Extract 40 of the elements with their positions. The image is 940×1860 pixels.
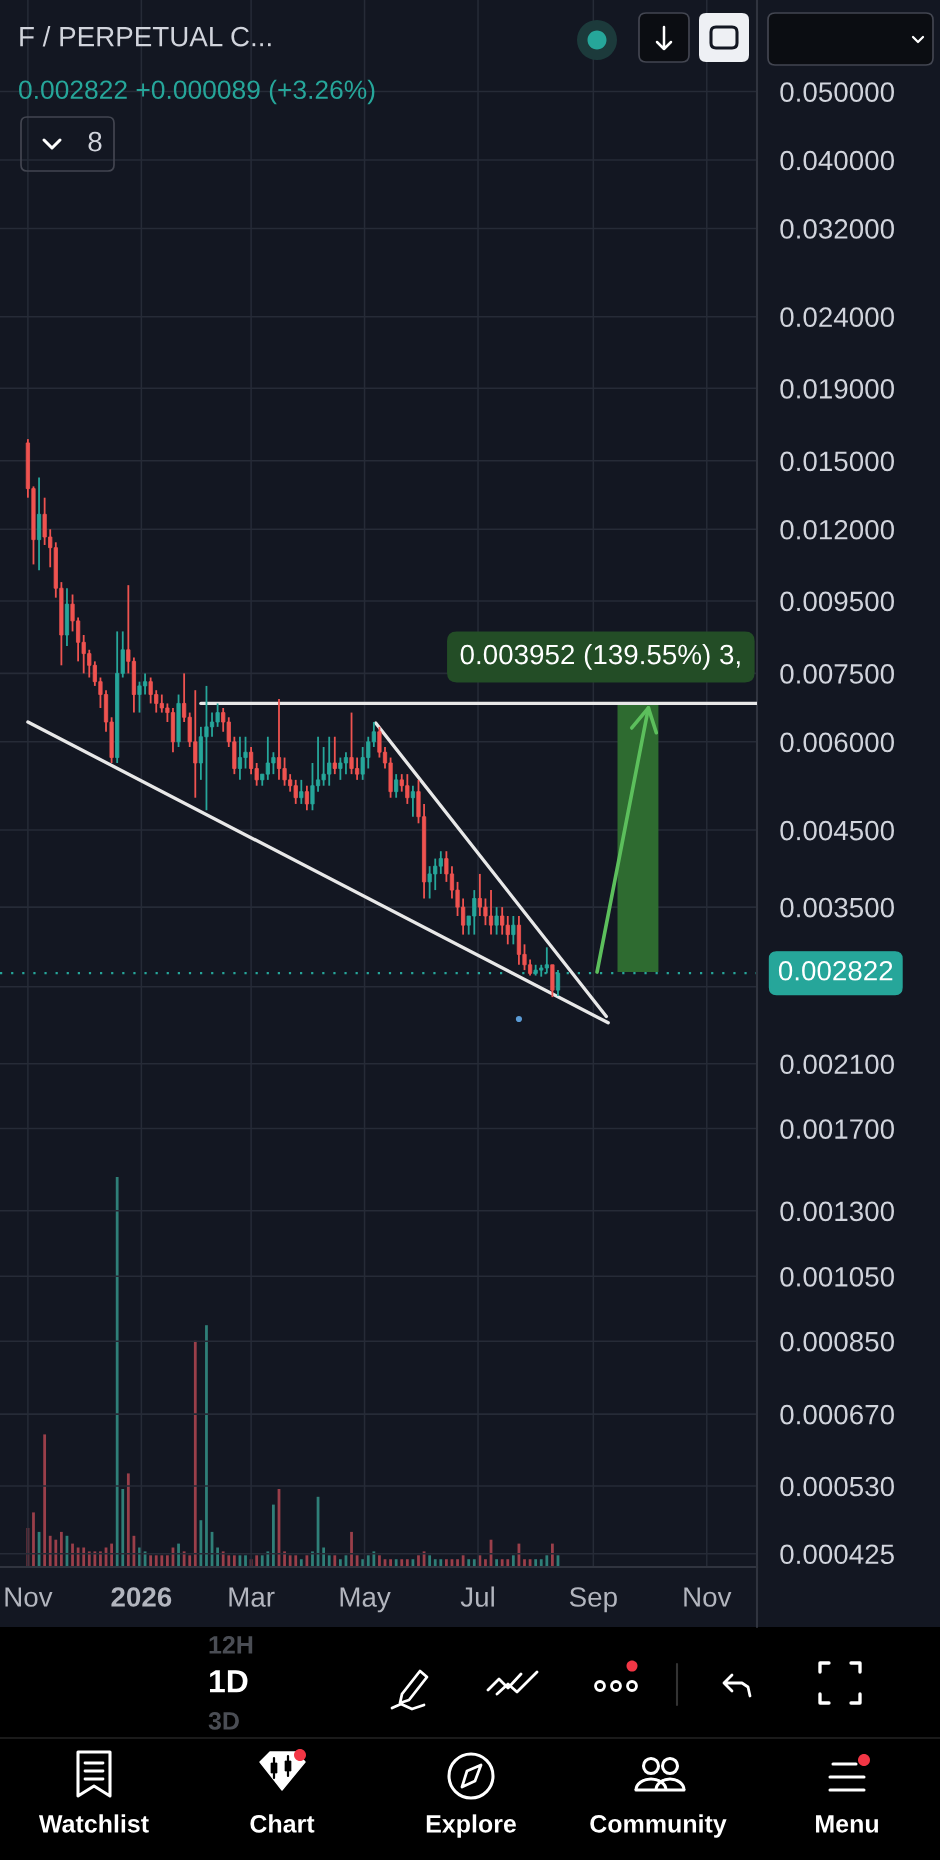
text: Chart xyxy=(250,1814,315,1833)
text: Menu xyxy=(816,1815,878,1833)
y-tick-label: 0.001050 xyxy=(780,1267,894,1287)
text: Explore xyxy=(426,1814,516,1838)
y-tick-label: 0.032000 xyxy=(780,219,894,239)
text: Watchlist xyxy=(38,1814,149,1833)
y-tick-label: 0.000670 xyxy=(780,1404,894,1425)
y-tick-label: 0.012000 xyxy=(780,519,894,540)
y-tick-label: 0.004500 xyxy=(780,820,894,841)
y-tick-label: 0.003500 xyxy=(780,897,894,918)
y-tick-label: 0.000850 xyxy=(780,1331,894,1352)
x-tick-label: Mar xyxy=(229,1587,275,1607)
y-tick-label: 0.019000 xyxy=(780,378,894,399)
annotation: 8 xyxy=(88,131,102,152)
y-tick-label: 0.002100 xyxy=(780,1054,894,1075)
text: 0.002822 +0.000089 (+3.26%) xyxy=(19,79,375,105)
y-tick-label: 0.050000 xyxy=(780,82,894,102)
y-tick-label: 0.015000 xyxy=(780,451,894,472)
x-tick-label: May xyxy=(340,1587,391,1613)
annotation: 0.003952 (139.55%) 3, xyxy=(460,643,740,670)
text: 12H xyxy=(209,1636,253,1654)
y-tick-label: 0.001300 xyxy=(780,1201,894,1222)
y-tick-label: 0.024000 xyxy=(780,307,894,328)
ref-line-label: 0.002822 xyxy=(778,960,893,981)
text: 3D xyxy=(208,1712,239,1730)
y-tick-label: 0.009500 xyxy=(780,591,894,612)
text: Community xyxy=(590,1814,727,1838)
y-tick-label: 0.001700 xyxy=(780,1119,894,1139)
y-tick-label: 0.006000 xyxy=(780,732,894,753)
text: F / PERPETUAL C... xyxy=(20,26,271,47)
y-tick-label: 0.007500 xyxy=(780,664,894,684)
text: 1D xyxy=(210,1670,248,1693)
x-tick-label: 2026 xyxy=(111,1587,172,1607)
x-tick-label: Nov xyxy=(5,1587,53,1607)
y-tick-label: 0.000425 xyxy=(780,1544,894,1565)
x-tick-label: Sep xyxy=(569,1587,617,1613)
y-tick-label: 0.040000 xyxy=(780,150,894,171)
x-tick-label: Nov xyxy=(684,1587,732,1607)
y-tick-label: 0.000530 xyxy=(780,1476,894,1497)
x-tick-label: Jul xyxy=(460,1586,494,1607)
